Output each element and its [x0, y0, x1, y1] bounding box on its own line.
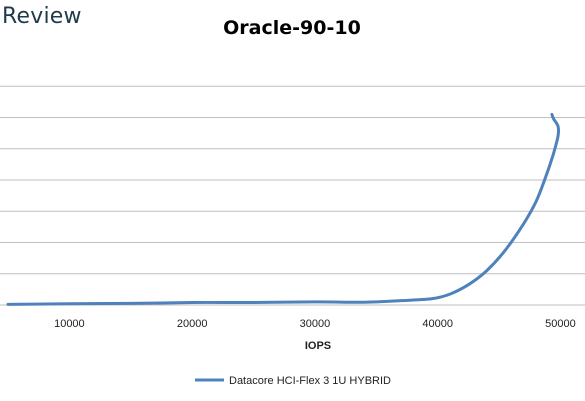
legend-label: Datacore HCI-Flex 3 1U HYBRID [229, 375, 391, 387]
chart-title: Oracle-90-10 [223, 17, 361, 39]
brand-logo-text: Review [2, 4, 82, 29]
x-axis-ticks: 10000 20000 30000 40000 50000 [54, 318, 576, 330]
x-tick-label-2: 30000 [300, 318, 331, 330]
x-tick-label-4: 50000 [545, 318, 576, 330]
series-line-datacore [6, 112, 561, 306]
x-tick-label-1: 20000 [177, 318, 208, 330]
x-tick-label-3: 40000 [422, 318, 453, 330]
gridlines [0, 85, 585, 306]
x-axis-label: IOPS [305, 340, 331, 352]
legend: Datacore HCI-Flex 3 1U HYBRID [195, 375, 391, 387]
x-tick-label-0: 10000 [54, 318, 85, 330]
